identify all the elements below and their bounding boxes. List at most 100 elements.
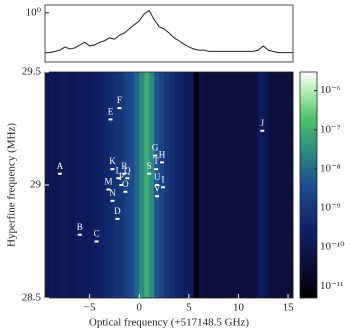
heatmap-column (129, 72, 135, 298)
heatmap-column (59, 72, 66, 298)
heatmap-column (243, 72, 249, 298)
transition-marker (94, 240, 99, 243)
heatmap-column (134, 72, 140, 298)
y-axis-label: Hyperfine frequency (MHz) (6, 123, 18, 247)
heatmap-column (124, 72, 130, 298)
transition-marker (147, 172, 152, 175)
heatmap-column (198, 72, 205, 298)
heatmap-column (94, 72, 100, 298)
colorbar-tick-label: 10⁻¹⁰ (320, 241, 345, 253)
transition-marker (155, 184, 160, 186)
transition-marker (161, 186, 166, 189)
transition-label: E (108, 107, 114, 117)
heatmap-column (263, 72, 269, 298)
colorbar-tick-label: 10⁻⁷ (320, 123, 341, 135)
transition-marker (57, 172, 62, 175)
heatmap-column (79, 72, 86, 298)
colorbar (299, 71, 318, 299)
transition-marker (117, 107, 122, 110)
heatmap-column (54, 72, 61, 298)
transition-marker (110, 168, 115, 171)
x-tick-label: 10 (233, 302, 245, 314)
heatmap-column (69, 72, 76, 298)
transition-label: O (122, 179, 129, 189)
heatmap-column (288, 72, 294, 298)
transition-label: P (119, 172, 124, 182)
heatmap-column (64, 72, 71, 298)
transition-label: V (154, 183, 161, 193)
heatmap-column (233, 72, 239, 298)
x-tick-label: −5 (84, 302, 96, 314)
heatmap-column (283, 72, 289, 298)
heatmap-column (238, 72, 244, 298)
heatmap-column (178, 72, 185, 298)
transition-marker (155, 195, 160, 198)
heatmap-column (278, 72, 284, 298)
heatmap-column (169, 72, 175, 298)
heatmap-column (183, 72, 190, 298)
heatmap-column (208, 72, 215, 298)
transition-label: F (117, 95, 122, 105)
y-tick-label: 28.5 (22, 292, 42, 304)
heatmap-column (223, 72, 229, 298)
transition-marker (125, 177, 130, 180)
heatmap-column (203, 72, 210, 298)
transition-marker (260, 129, 265, 132)
transition-marker (116, 177, 121, 180)
heatmap-column (213, 72, 219, 298)
heatmap-column (74, 72, 81, 298)
transition-marker (110, 199, 115, 202)
heatmap-column (273, 72, 279, 298)
heatmap-column (84, 72, 91, 298)
x-tick-label: 0 (136, 302, 142, 314)
heatmap-column (109, 72, 115, 298)
transition-marker (123, 190, 128, 193)
transition-label: D (114, 206, 121, 216)
x-axis-label: Optical frequency (+517148.5 GHz) (89, 317, 249, 329)
colorbar-tick-label: 10⁻¹¹ (320, 280, 343, 292)
transition-label: L (116, 165, 122, 175)
transition-marker (77, 233, 82, 236)
transition-marker (119, 184, 124, 186)
transition-label: J (260, 118, 264, 128)
heatmap-column (228, 72, 234, 298)
heatmap-column (218, 72, 224, 298)
transition-label: K (109, 156, 116, 166)
transition-label: I (162, 174, 165, 184)
heatmap-column (104, 72, 110, 298)
heatmap-column (139, 72, 145, 298)
heatmap-column (144, 72, 150, 298)
heatmap-column (99, 72, 105, 298)
transition-label: C (94, 229, 100, 239)
transition-marker (154, 168, 159, 171)
transition-marker (115, 217, 120, 220)
heatmap-column (164, 72, 170, 298)
transition-marker (108, 118, 113, 121)
transition-marker (153, 154, 158, 157)
heatmap-column (159, 72, 165, 298)
heatmap-column (89, 72, 95, 298)
transition-label: Q (124, 165, 131, 175)
transition-label: M (104, 177, 112, 187)
y-tick-label: 10⁰ (26, 6, 42, 18)
spectrum-line (45, 9, 293, 54)
colorbar-tick-label: 10⁻⁹ (320, 202, 341, 214)
transition-label: R (121, 161, 127, 171)
transition-label: A (57, 161, 64, 171)
heatmap-column (49, 72, 56, 298)
heatmap-column (258, 72, 264, 298)
heatmap-column (149, 72, 155, 298)
y-tick-label: 29 (30, 179, 42, 191)
transition-label: N (109, 188, 116, 198)
transition-label: H (159, 149, 166, 159)
transition-marker (122, 172, 127, 175)
heatmap-column (248, 72, 254, 298)
heatmap-column (193, 72, 200, 298)
transition-label: T (153, 156, 159, 166)
heatmap-column (114, 72, 120, 298)
transition-label: G (152, 143, 159, 153)
transition-marker (106, 188, 111, 191)
x-tick-label: 15 (283, 302, 295, 314)
transition-label: S (147, 161, 152, 171)
